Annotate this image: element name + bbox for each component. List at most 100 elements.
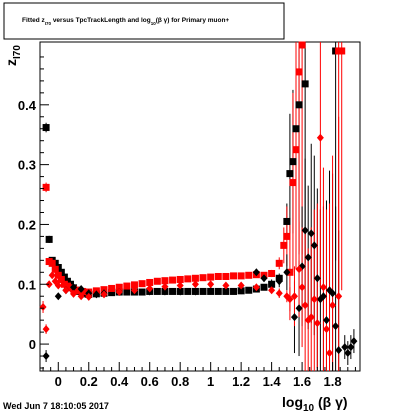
data-point-square — [292, 146, 300, 154]
data-point-diamond — [207, 280, 215, 289]
data-point-square — [245, 286, 253, 294]
x-tick-label: 1.4 — [263, 374, 282, 389]
data-point-square — [289, 179, 297, 187]
data-point-square — [298, 41, 306, 49]
data-point-square — [108, 289, 116, 297]
data-point-diamond — [307, 313, 315, 322]
y-tick-label: 0.4 — [18, 98, 37, 113]
data-point-diamond — [100, 290, 108, 299]
data-point-diamond — [268, 286, 276, 295]
data-point-square — [138, 288, 146, 296]
data-point-square — [283, 232, 291, 240]
data-point-diamond — [92, 290, 100, 299]
data-point-square — [275, 259, 283, 267]
data-point-diamond — [77, 285, 85, 294]
data-point-diamond — [115, 288, 123, 297]
data-point-square — [42, 124, 50, 132]
y-tick-label: 0.2 — [18, 217, 36, 232]
x-tick-label: 0.6 — [141, 374, 159, 389]
data-point-diamond — [335, 346, 343, 355]
y-tick-label: 0.3 — [18, 158, 36, 173]
data-point-diamond — [329, 289, 337, 298]
data-point-diamond — [77, 292, 85, 301]
y-tick-label: 0.1 — [18, 277, 36, 292]
data-point-square — [146, 278, 154, 286]
data-point-diamond — [304, 253, 312, 262]
data-point-diamond — [42, 325, 50, 334]
data-point-diamond — [54, 292, 62, 301]
data-point-square — [191, 274, 199, 282]
data-point-diamond — [341, 343, 349, 352]
data-point-diamond — [70, 289, 78, 298]
data-point-diamond — [176, 287, 184, 296]
data-point-diamond — [207, 286, 215, 295]
data-point-diamond — [70, 283, 78, 292]
x-axis-ticks: 0 0.2 0.4 0.6 0.8 1 1.2 1.4 1.6 1.8 — [42, 362, 356, 389]
title-box: Fitted zI70 versus TpcTrackLength and lo… — [3, 2, 285, 40]
data-point-diamond — [161, 282, 169, 291]
data-point-square — [260, 283, 268, 291]
data-point-diamond — [161, 287, 169, 296]
data-markers — [39, 41, 358, 361]
data-point-diamond — [252, 283, 260, 292]
data-point-diamond — [313, 274, 321, 283]
data-point-square — [153, 277, 161, 285]
data-point-square — [338, 47, 346, 55]
data-point-diamond — [237, 281, 245, 290]
data-point-square — [169, 276, 177, 284]
data-point-diamond — [54, 281, 62, 290]
data-point-square — [54, 271, 62, 279]
data-point-diamond — [286, 295, 294, 304]
data-point-diamond — [347, 343, 355, 352]
data-point-square — [130, 281, 138, 289]
data-point-diamond — [222, 281, 230, 290]
data-point-square — [123, 282, 131, 290]
data-point-diamond — [344, 349, 352, 358]
data-point-diamond — [283, 268, 291, 277]
y-tick-label: 0 — [29, 337, 36, 352]
data-point-diamond — [322, 325, 330, 334]
data-point-diamond — [329, 301, 337, 310]
data-point-square — [176, 275, 184, 283]
data-point-diamond — [176, 281, 184, 290]
data-point-diamond — [326, 349, 334, 358]
data-point-diamond — [191, 287, 199, 296]
data-point-diamond — [275, 277, 283, 286]
data-point-diamond — [290, 292, 298, 301]
data-point-diamond — [85, 292, 93, 301]
data-point-diamond — [310, 241, 318, 250]
data-point-diamond — [275, 289, 283, 298]
data-point-diamond — [298, 283, 306, 292]
data-point-square — [280, 241, 288, 249]
data-point-square — [51, 265, 59, 273]
data-point-diamond — [42, 352, 50, 361]
data-point-diamond — [130, 286, 138, 295]
data-point-square — [207, 273, 215, 281]
data-point-square — [184, 275, 192, 283]
x-tick-label: 0.8 — [171, 374, 189, 389]
data-point-square — [123, 288, 131, 296]
plot-frame — [39, 41, 361, 372]
data-point-square — [268, 269, 276, 277]
data-point-diamond — [350, 337, 358, 346]
x-tick-label: 0.2 — [80, 374, 98, 389]
data-point-diamond — [146, 284, 154, 293]
data-point-square — [295, 101, 303, 109]
x-tick-label: 1.2 — [232, 374, 250, 389]
data-point-square — [286, 170, 294, 178]
data-point-diamond — [322, 316, 330, 325]
x-tick-label: 0.4 — [110, 374, 129, 389]
data-point-diamond — [316, 133, 324, 142]
data-point-square — [79, 287, 87, 295]
data-point-square — [289, 158, 297, 166]
data-point-square — [42, 183, 50, 191]
data-point-diamond — [301, 226, 309, 235]
data-point-diamond — [319, 283, 327, 292]
data-point-diamond — [62, 286, 70, 295]
data-point-diamond — [191, 280, 199, 289]
data-point-square — [199, 274, 207, 282]
data-point-square — [230, 287, 238, 295]
chart-title: Fitted zI70 versus TpcTrackLength and lo… — [22, 17, 229, 26]
data-point-square — [199, 287, 207, 295]
data-point-diamond — [268, 280, 276, 289]
